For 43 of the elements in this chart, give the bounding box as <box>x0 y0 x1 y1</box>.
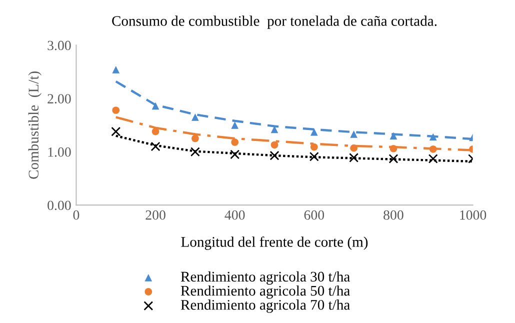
point <box>111 126 121 136</box>
point <box>390 132 398 140</box>
point <box>390 144 398 152</box>
x-axis-title: Longitud del frente de corte (m) <box>181 236 368 250</box>
point <box>231 138 239 146</box>
point <box>192 113 199 121</box>
point <box>310 128 318 136</box>
point <box>231 121 239 129</box>
legend-label: Rendimiento agricola 50 t/ha <box>180 285 350 299</box>
point <box>270 150 280 160</box>
y-tick-label: 3.00 <box>48 40 71 50</box>
point <box>190 147 200 157</box>
x-tick-label: 600 <box>304 210 324 220</box>
legend-label: Rendimiento agricola 70 t/ha <box>180 300 350 313</box>
point <box>270 141 278 149</box>
y-tick-label: 1.00 <box>48 147 71 157</box>
point <box>309 152 319 162</box>
x-tick-label: 800 <box>384 210 404 220</box>
point <box>350 130 358 138</box>
y-tick-label: 2.00 <box>48 94 71 104</box>
point <box>192 134 199 142</box>
x-tick-label: 1000 <box>460 210 486 220</box>
y-tick-label: 0.00 <box>48 200 71 210</box>
point <box>349 152 359 162</box>
y-axis-title: Combustible (L/t) <box>28 72 42 179</box>
point <box>388 154 398 164</box>
point <box>152 128 160 136</box>
point <box>350 144 358 152</box>
point <box>310 143 318 151</box>
x-tick-label: 400 <box>224 210 245 220</box>
x-tick-label: 200 <box>146 210 166 220</box>
x-tick-label: 0 <box>73 210 80 220</box>
point <box>429 133 437 141</box>
point <box>428 154 438 164</box>
point <box>150 142 160 152</box>
line-series <box>114 80 473 142</box>
chart-title: Consumo de combustible por tonelada de caña cortada. <box>112 16 437 29</box>
legend-label: Rendimiento agricola 30 t/ha <box>180 271 350 285</box>
point <box>152 102 160 110</box>
point <box>112 106 120 114</box>
point <box>230 150 240 160</box>
point <box>112 66 120 74</box>
point <box>429 145 437 153</box>
